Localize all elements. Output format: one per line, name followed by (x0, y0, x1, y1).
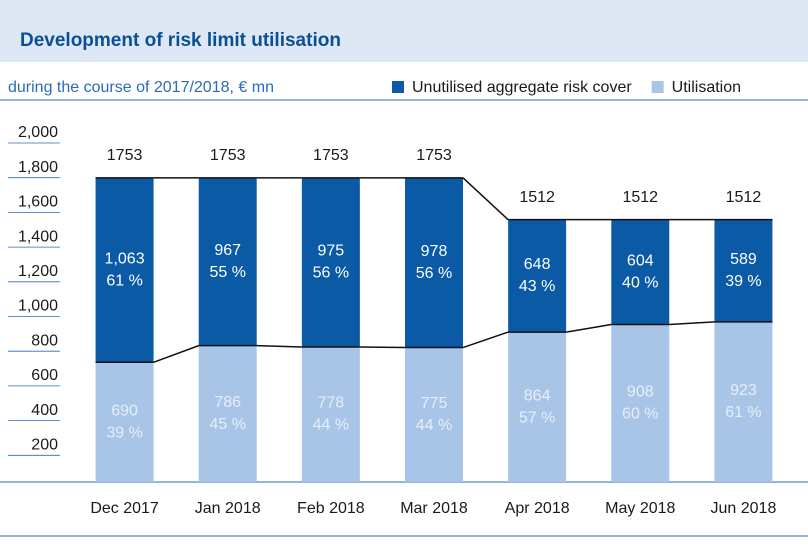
total-label: 1512 (726, 189, 762, 206)
share-label: 60 % (622, 405, 658, 422)
value-label: 775 (421, 395, 448, 412)
subtitle: during the course of 2017/2018, € mn (8, 79, 274, 96)
bar-segment (508, 219, 567, 333)
bar-segment (714, 219, 773, 322)
y-tick-label: 600 (31, 367, 58, 384)
value-label: 908 (627, 383, 654, 400)
value-label: 967 (214, 242, 241, 259)
share-label: 44 % (416, 417, 452, 434)
share-label: 55 % (209, 264, 245, 281)
x-tick-label: Feb 2018 (297, 500, 365, 517)
legend-swatch (392, 81, 404, 93)
y-tick-label: 1,200 (18, 263, 58, 280)
share-label: 61 % (725, 404, 761, 421)
share-label: 61 % (106, 272, 142, 289)
share-label: 56 % (313, 265, 349, 282)
value-label: 690 (111, 402, 138, 419)
total-label: 1753 (210, 147, 246, 164)
connector-line (153, 344, 199, 363)
value-label: 975 (318, 243, 345, 260)
total-label: 1753 (313, 147, 349, 164)
bar-segment (405, 177, 463, 348)
legend-swatch (651, 81, 664, 93)
bar-segment (611, 219, 670, 325)
value-label: 786 (214, 394, 241, 411)
total-label: 1512 (622, 189, 658, 206)
y-tick-label: 1,400 (18, 228, 58, 245)
share-label: 43 % (519, 278, 555, 295)
bar-segment (611, 324, 670, 482)
share-label: 57 % (519, 409, 555, 426)
connector-line (669, 321, 715, 326)
bar-segment (301, 347, 360, 482)
share-label: 45 % (209, 416, 245, 433)
bar-segment (198, 177, 257, 346)
value-label: 978 (421, 243, 448, 260)
share-label: 39 % (725, 273, 761, 290)
value-label: 864 (524, 387, 551, 404)
legend-label: Unutilised aggregate risk cover (412, 79, 632, 96)
x-tick-label: Apr 2018 (505, 500, 570, 517)
bar-segment (198, 345, 257, 482)
connector-line (462, 331, 509, 349)
legend-label: Utilisation (672, 79, 741, 96)
value-label: 648 (524, 256, 551, 273)
chart-title: Development of risk limit utilisation (20, 30, 341, 51)
value-label: 589 (730, 251, 757, 268)
x-tick-label: May 2018 (605, 500, 675, 517)
value-label: 923 (730, 382, 757, 399)
x-tick-label: Jan 2018 (195, 500, 261, 517)
y-tick-label: 2,000 (18, 124, 58, 141)
total-label: 1753 (107, 147, 143, 164)
bar-segment (95, 362, 154, 482)
bar-segment (95, 177, 154, 363)
y-tick-label: 200 (31, 437, 58, 454)
y-tick-label: 1,000 (18, 298, 58, 315)
total-label: 1753 (416, 147, 452, 164)
value-label: 1,063 (105, 250, 145, 267)
y-tick-label: 1,800 (18, 159, 58, 176)
bar-segment (405, 347, 463, 482)
connector-line (462, 177, 509, 221)
total-label: 1512 (519, 189, 555, 206)
bar-segment (301, 177, 360, 348)
share-label: 56 % (416, 265, 452, 282)
x-tick-label: Dec 2017 (90, 500, 159, 517)
y-tick-label: 800 (31, 332, 58, 349)
x-tick-label: Jun 2018 (711, 500, 777, 517)
x-tick-label: Mar 2018 (400, 500, 468, 517)
share-label: 40 % (622, 274, 658, 291)
y-tick-label: 400 (31, 402, 58, 419)
connector-line (566, 323, 612, 333)
bar-segment (508, 332, 567, 482)
value-label: 778 (318, 395, 345, 412)
share-label: 39 % (106, 424, 142, 441)
bar-segment (714, 321, 773, 482)
value-label: 604 (627, 252, 654, 269)
connector-line (256, 344, 302, 348)
header-band (0, 0, 808, 62)
y-tick-label: 1,600 (18, 194, 58, 211)
share-label: 44 % (313, 417, 349, 434)
connector-line (359, 346, 406, 349)
